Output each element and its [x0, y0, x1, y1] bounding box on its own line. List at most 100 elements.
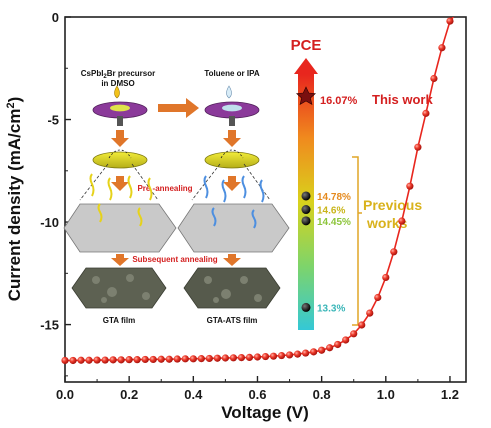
- jv-data-point: [109, 356, 117, 364]
- y-tick-label: -15: [40, 318, 59, 333]
- down-arrow-icon: [223, 254, 241, 266]
- precursor-label-line2: in DMSO: [101, 79, 134, 88]
- y-axis-ticks: 0 -5 -10 -15: [40, 10, 71, 377]
- precursor-drop-icon: [114, 85, 120, 99]
- jv-data-point: [93, 356, 101, 364]
- jv-data-point: [350, 330, 358, 338]
- x-tick-label: 1.2: [441, 387, 459, 402]
- x-axis-title: Voltage (V): [221, 403, 309, 422]
- y-tick-label: -5: [47, 113, 59, 128]
- down-arrow-icon: [111, 254, 129, 266]
- down-arrow-icon: [111, 176, 129, 191]
- plot-frame: [64, 16, 467, 383]
- jv-data-point: [181, 355, 189, 363]
- jv-data-point: [253, 353, 262, 361]
- pre-annealing-label: Pre -annealing: [137, 184, 192, 193]
- x-tick-label: 1.0: [377, 387, 395, 402]
- fabrication-schematic: CsPbI2Br precursor in DMSO Toluene or IP…: [63, 69, 290, 325]
- jv-data-point: [157, 355, 165, 363]
- pce-arrow-head-icon: [294, 58, 318, 74]
- previous-work-value: 14.45%: [317, 217, 351, 228]
- jv-data-point: [406, 182, 414, 190]
- down-arrow-icon: [111, 130, 129, 147]
- jv-data-point: [165, 355, 173, 363]
- jv-data-point: [342, 336, 350, 344]
- this-work-star-icon: [295, 86, 317, 106]
- down-arrow-icon: [223, 176, 241, 191]
- y-tick-label: -10: [40, 215, 59, 230]
- jv-data-point: [205, 354, 213, 363]
- y-axis-title: Current density (mA/cm2): [5, 97, 24, 302]
- jv-data-point: [277, 351, 286, 360]
- x-tick-label: 0.2: [120, 387, 138, 402]
- x-tick-label: 0.0: [56, 387, 74, 402]
- jv-data-point: [221, 354, 229, 362]
- jv-data-point: [133, 356, 141, 364]
- jv-data-point: [374, 293, 382, 302]
- hex-film-left: [63, 203, 177, 253]
- y-tick-label: 0: [52, 10, 59, 25]
- previous-works-bracket: [352, 156, 359, 326]
- jv-data-point: [382, 273, 390, 282]
- x-axis-ticks: 0.0 0.2 0.4 0.6 0.8 1.0 1.2: [56, 376, 459, 402]
- jv-data-point: [414, 143, 422, 151]
- subsequent-annealing-label: Subsequent annealing: [132, 255, 217, 264]
- pce-comparison: PCE 16.07% This work 14.78% 14.6%14.45% 13…: [291, 37, 433, 330]
- jv-data-point: [422, 109, 430, 117]
- pce-gradient-bar: [298, 74, 314, 330]
- previous-work-marker: [301, 216, 311, 226]
- jv-data-point: [390, 248, 398, 256]
- jv-data-point: [61, 356, 69, 365]
- previous-work-marker: [301, 205, 311, 215]
- previous-works-label-line2: works: [366, 215, 408, 231]
- process-arrow-right-icon: [158, 98, 199, 118]
- film-disc-left: [92, 151, 148, 169]
- gta-film-image: [71, 267, 167, 309]
- jv-data-point: [438, 44, 446, 52]
- jv-data-point: [366, 309, 374, 317]
- jv-data-point: [398, 217, 406, 225]
- solvent-molecules-right: [203, 175, 265, 229]
- jv-data-point: [69, 356, 77, 365]
- jv-data-point: [293, 350, 302, 358]
- gta-ats-film-label: GTA-ATS film: [207, 316, 258, 325]
- previous-work-value: 14.78%: [317, 192, 351, 203]
- jv-data-point: [285, 351, 294, 359]
- down-arrow-icon: [223, 130, 241, 147]
- jv-data-point: [117, 356, 125, 364]
- x-tick-label: 0.6: [248, 387, 266, 402]
- solvent-molecules-left: [89, 173, 153, 227]
- jv-data-point: [269, 352, 278, 360]
- jv-data-point: [101, 356, 109, 364]
- this-work-label: This work: [372, 92, 433, 107]
- hex-film-right: [177, 203, 290, 253]
- previous-work-value: 14.6%: [317, 206, 345, 217]
- jv-series: [61, 17, 455, 365]
- jv-data-point: [334, 340, 342, 349]
- jv-data-point: [358, 321, 366, 329]
- jv-data-point: [446, 17, 454, 25]
- jv-data-point: [245, 353, 254, 361]
- jv-data-point: [213, 354, 221, 362]
- antisolvent-label: Toluene or IPA: [204, 69, 259, 78]
- film-disc-right: [204, 151, 260, 169]
- jv-data-point: [237, 353, 246, 362]
- jv-data-point: [125, 356, 133, 364]
- jv-data-point: [77, 356, 85, 364]
- jv-data-point: [229, 354, 238, 362]
- antisolvent-drop-icon: [226, 85, 232, 99]
- jv-data-point: [430, 74, 438, 83]
- x-tick-label: 0.4: [184, 387, 203, 402]
- jv-data-point: [189, 355, 197, 363]
- jv-data-point: [141, 355, 149, 364]
- jv-data-point: [197, 355, 205, 363]
- jv-data-point: [326, 344, 334, 352]
- y-axis-title-sup: 2: [5, 102, 17, 108]
- gta-film-label: GTA film: [103, 316, 135, 325]
- jv-data-point: [310, 348, 318, 356]
- previous-work-marker: [301, 302, 311, 312]
- jv-data-point: [261, 352, 270, 361]
- gta-ats-film-image: [183, 267, 281, 309]
- x-tick-label: 0.8: [313, 387, 331, 402]
